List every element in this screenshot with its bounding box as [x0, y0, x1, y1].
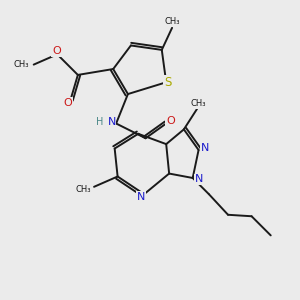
Text: S: S: [164, 76, 171, 89]
Text: O: O: [52, 46, 61, 56]
Text: N: N: [137, 192, 146, 202]
Text: N: N: [201, 142, 209, 153]
Text: CH₃: CH₃: [76, 185, 91, 194]
Text: N: N: [195, 174, 203, 184]
Text: O: O: [166, 116, 175, 126]
Text: CH₃: CH₃: [14, 60, 29, 69]
Text: N: N: [107, 117, 116, 127]
Text: O: O: [63, 98, 72, 108]
Text: H: H: [96, 117, 103, 127]
Text: CH₃: CH₃: [191, 99, 206, 108]
Text: CH₃: CH₃: [164, 17, 180, 26]
